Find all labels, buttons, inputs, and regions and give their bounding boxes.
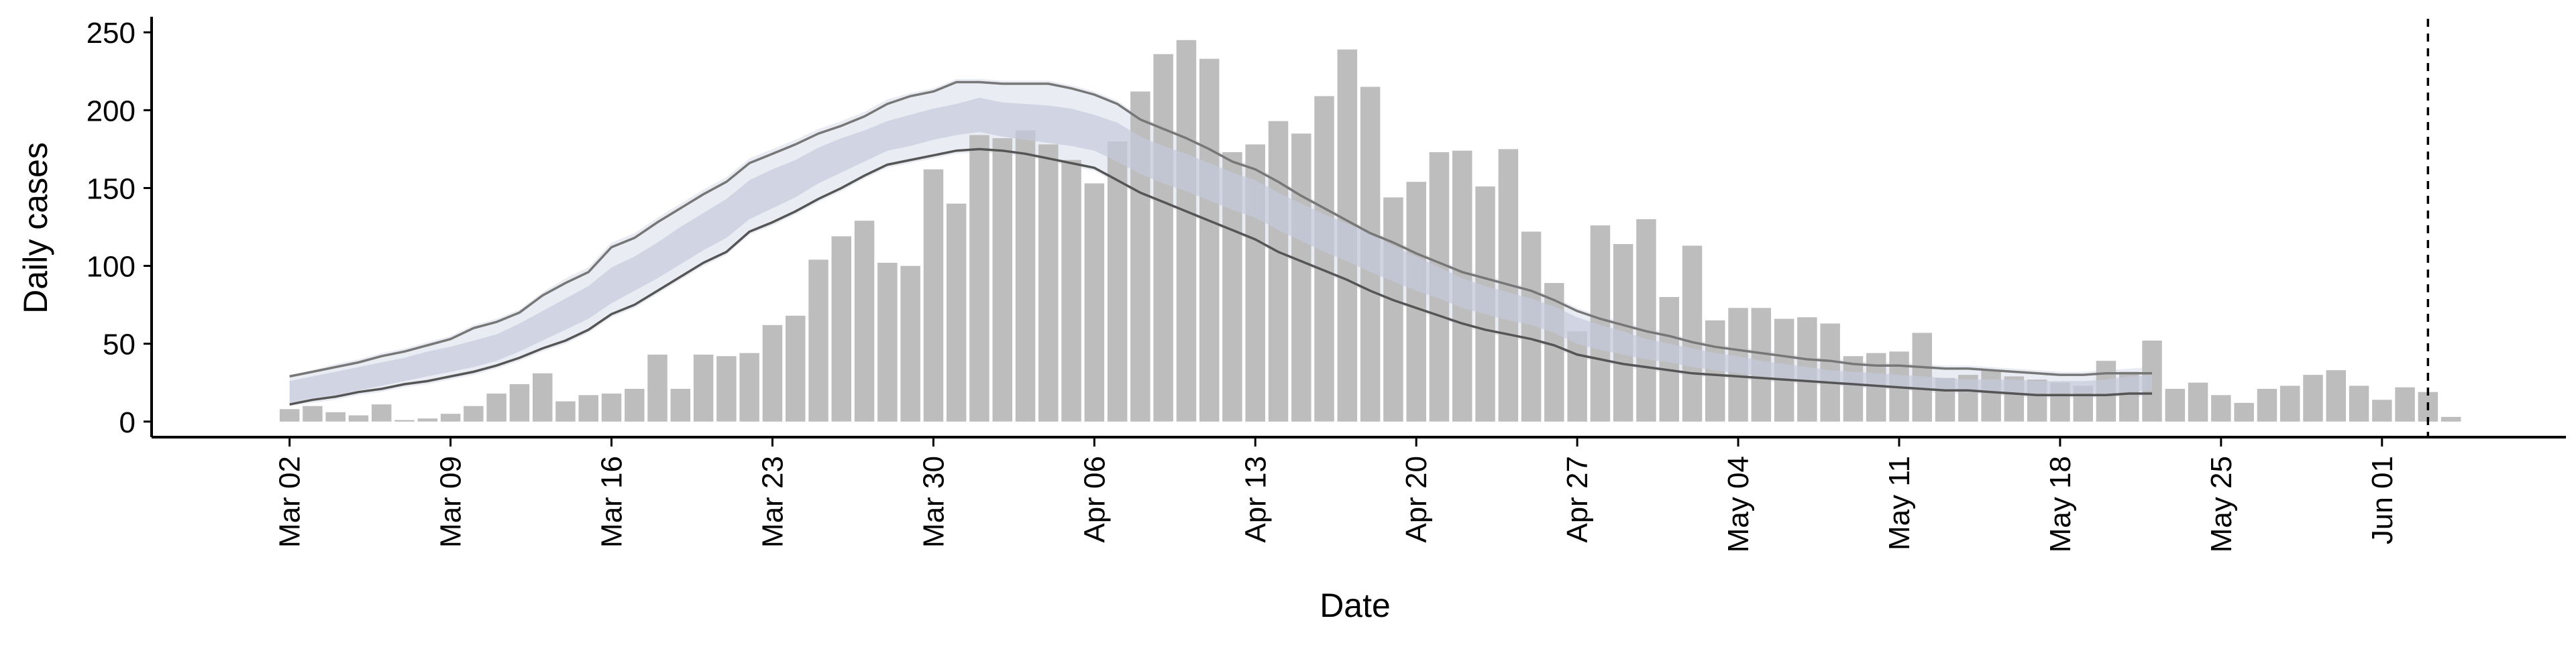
bar-day-11: [509, 384, 530, 422]
bar-day-88: [2279, 386, 2300, 422]
bar-day-19: [693, 354, 714, 422]
x-tick-label-2020-03-09: Mar 09: [435, 456, 468, 548]
x-axis-ticks: Mar 02 Mar 09 Mar 16 Mar 23 Mar 30 Apr 06 Apr …: [274, 437, 2399, 552]
x-tick-label-2020-05-11: May 11: [1883, 456, 1916, 550]
bar-day-89: [2303, 375, 2323, 422]
bar-day-34: [1038, 144, 1059, 422]
bar-day-91: [2349, 386, 2369, 422]
x-tick-label-2020-03-02: Mar 02: [274, 456, 307, 548]
bar-day-24: [808, 259, 828, 422]
bar-day-92: [2372, 400, 2392, 422]
x-tick-label-2020-06-01: Jun 01: [2366, 456, 2399, 544]
y-axis-ticks: 0 50 100 150 200 250: [87, 17, 152, 439]
y-axis-title: Daily cases: [17, 142, 54, 314]
x-tick-label-2020-03-16: Mar 16: [596, 456, 629, 548]
bar-day-18: [670, 389, 691, 422]
bar-day-30: [946, 203, 967, 422]
bar-day-37: [1107, 141, 1128, 422]
bound-lines: [289, 80, 2152, 406]
x-tick-label-2020-04-13: Apr 13: [1239, 456, 1272, 543]
bar-day-39: [1153, 54, 1173, 422]
daily-case-bars: [279, 40, 2461, 422]
bar-day-49: [1383, 197, 1403, 422]
x-axis-title: Date: [1320, 587, 1391, 624]
bar-day-86: [2234, 402, 2254, 422]
bar-day-93: [2395, 387, 2415, 422]
bar-day-69: [1843, 356, 1864, 422]
bar-day-36: [1084, 183, 1105, 422]
bar-day-84: [2188, 382, 2208, 422]
bar-day-10: [486, 394, 506, 422]
bar-day-1: [279, 409, 300, 422]
bar-day-44: [1268, 121, 1289, 422]
bar-day-31: [969, 135, 989, 422]
bar-day-6: [394, 420, 415, 422]
bar-day-85: [2211, 395, 2231, 422]
bar-day-7: [417, 418, 438, 422]
inner-band-area: [289, 97, 2153, 403]
bar-day-13: [555, 401, 576, 422]
bar-day-25: [831, 236, 851, 422]
bar-day-23: [786, 315, 806, 422]
bar-day-32: [992, 138, 1012, 422]
y-tick-label-250: 250: [87, 17, 136, 50]
x-tick-label-2020-05-04: May 04: [1722, 456, 1755, 552]
bar-day-95: [2440, 416, 2461, 422]
bar-day-2: [303, 406, 323, 422]
bar-day-60: [1636, 219, 1656, 422]
bar-day-14: [578, 395, 598, 422]
bar-day-29: [923, 169, 944, 422]
bar-day-40: [1176, 40, 1197, 422]
x-tick-label-2020-04-06: Apr 06: [1078, 456, 1111, 543]
x-tick-label-2020-05-25: May 25: [2205, 456, 2238, 552]
bar-day-87: [2257, 389, 2277, 422]
bar-day-17: [647, 354, 667, 422]
bar-day-75: [1981, 370, 2001, 422]
bar-day-26: [854, 221, 875, 422]
bar-day-45: [1291, 133, 1311, 422]
axes: [150, 17, 2566, 438]
x-tick-label-2020-05-18: May 18: [2044, 456, 2077, 552]
bar-day-33: [1015, 130, 1036, 422]
y-tick-label-50: 50: [103, 329, 136, 361]
inner-credible-band: [289, 97, 2153, 403]
x-tick-label-2020-03-23: Mar 23: [757, 456, 790, 548]
bar-day-20: [716, 356, 737, 422]
x-tick-label-2020-03-30: Mar 30: [917, 456, 950, 548]
bar-day-21: [739, 353, 759, 422]
y-tick-label-0: 0: [119, 406, 136, 439]
bar-day-28: [900, 266, 920, 422]
bar-day-90: [2326, 370, 2346, 422]
y-tick-label-200: 200: [87, 95, 136, 127]
bar-day-4: [348, 415, 369, 422]
bar-day-27: [877, 262, 898, 422]
bar-day-57: [1567, 331, 1587, 422]
bar-day-83: [2165, 389, 2186, 422]
x-tick-label-2020-04-27: Apr 27: [1561, 456, 1594, 543]
bar-day-41: [1199, 58, 1220, 422]
lower-bound-line: [289, 148, 2152, 406]
bar-day-62: [1682, 245, 1703, 422]
bar-day-12: [533, 373, 553, 422]
bar-day-9: [464, 406, 484, 422]
y-tick-label-100: 100: [87, 251, 136, 284]
bar-day-5: [372, 404, 392, 422]
bar-day-35: [1061, 160, 1081, 422]
bar-day-16: [625, 389, 645, 422]
bar-day-46: [1314, 96, 1334, 422]
bar-day-3: [325, 412, 345, 422]
bar-day-15: [601, 394, 622, 422]
upper-bound-line: [289, 80, 2152, 378]
bar-day-22: [762, 325, 783, 422]
bar-day-50: [1406, 182, 1426, 422]
y-tick-label-150: 150: [87, 172, 136, 205]
bar-day-8: [440, 414, 461, 422]
x-tick-label-2020-04-20: Apr 20: [1400, 456, 1433, 543]
